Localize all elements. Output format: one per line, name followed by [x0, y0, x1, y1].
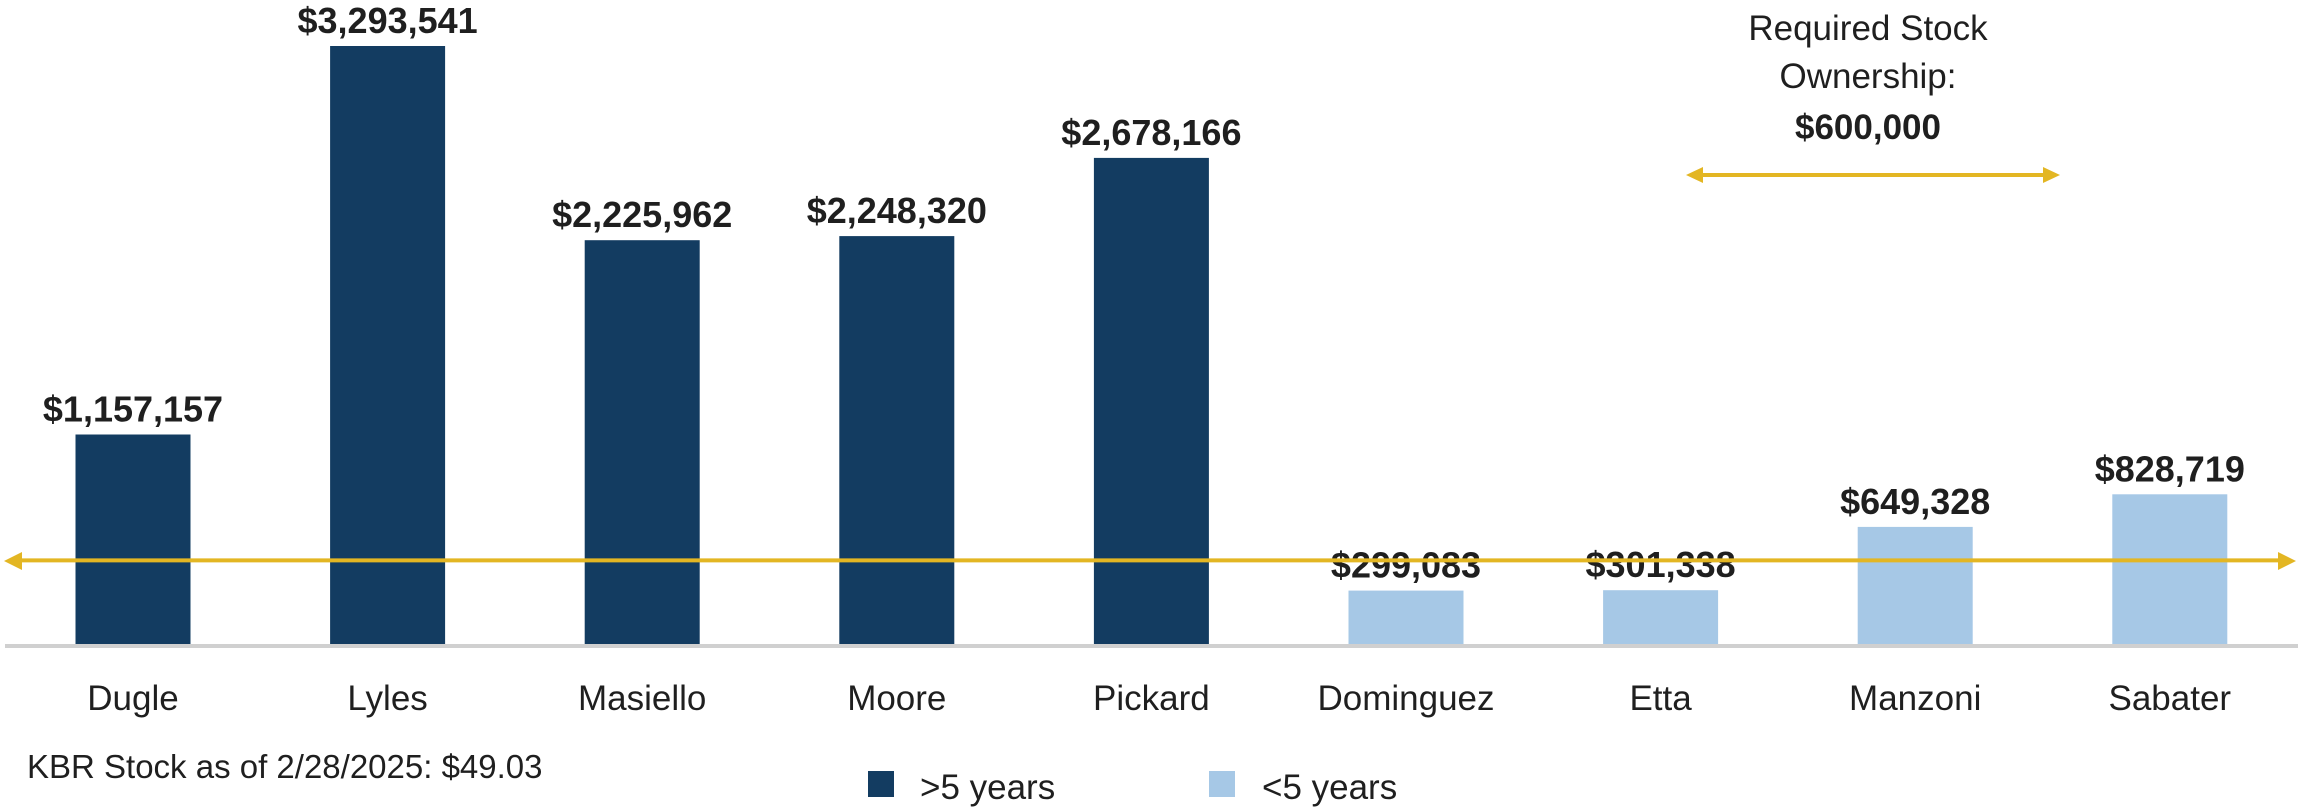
value-label-manzoni: $649,328	[1840, 481, 1990, 522]
ref-line-right-arrowhead	[2278, 552, 2296, 570]
legend-swatch-over-5	[868, 771, 894, 797]
category-label-manzoni: Manzoni	[1849, 679, 1981, 718]
value-label-dugle: $1,157,157	[43, 389, 223, 430]
value-label-sabater: $828,719	[2095, 448, 2245, 489]
required-ownership-annotation: Required Stock Ownership: $600,000	[1686, 9, 2060, 183]
value-label-masiello: $2,225,962	[552, 194, 732, 235]
legend-label-under-5: <5 years	[1262, 768, 1397, 807]
annotation-arrow-left-head	[1686, 167, 1703, 183]
category-label-dugle: Dugle	[87, 679, 178, 718]
annotation-arrow-right-head	[2043, 167, 2060, 183]
bar-moore	[839, 236, 955, 645]
value-label-pickard: $2,678,166	[1061, 112, 1241, 153]
legend-swatch-under-5	[1209, 771, 1235, 797]
annotation-line-3: $600,000	[1795, 108, 1941, 147]
category-label-etta: Etta	[1629, 679, 1692, 718]
annotation-line-1: Required Stock	[1748, 9, 1988, 48]
bar-lyles	[330, 46, 446, 645]
required-ownership-line	[4, 552, 2296, 570]
category-label-moore: Moore	[847, 679, 946, 718]
ref-line-left-arrowhead	[4, 552, 22, 570]
bar-manzoni	[1857, 526, 1973, 645]
bar-pickard	[1093, 157, 1209, 645]
legend: >5 years <5 years	[868, 768, 1397, 807]
bar-sabater	[2112, 494, 2228, 645]
value-label-moore: $2,248,320	[807, 190, 987, 231]
category-label-sabater: Sabater	[2109, 679, 2232, 718]
category-labels-group: Dugle Lyles Masiello Moore Pickard Dominguez E…	[87, 679, 2231, 718]
bar-etta	[1603, 590, 1719, 645]
bar-dugle	[75, 434, 191, 645]
bars-group	[75, 46, 2228, 645]
stock-price-note: KBR Stock as of 2/28/2025: $49.03	[27, 748, 543, 785]
annotation-line-2: Ownership:	[1779, 57, 1956, 96]
legend-label-over-5: >5 years	[920, 768, 1055, 807]
value-label-lyles: $3,293,541	[298, 0, 478, 41]
value-label-dominguez: $299,083	[1331, 545, 1481, 586]
category-label-dominguez: Dominguez	[1317, 679, 1494, 718]
bar-dominguez	[1348, 590, 1464, 645]
value-label-etta: $301,338	[1586, 544, 1736, 585]
category-label-lyles: Lyles	[347, 679, 427, 718]
value-labels-group: $1,157,157 $3,293,541 $2,225,962 $2,248,320…	[43, 0, 2245, 586]
category-label-pickard: Pickard	[1093, 679, 1210, 718]
bar-masiello	[584, 240, 700, 645]
category-label-masiello: Masiello	[578, 679, 706, 718]
